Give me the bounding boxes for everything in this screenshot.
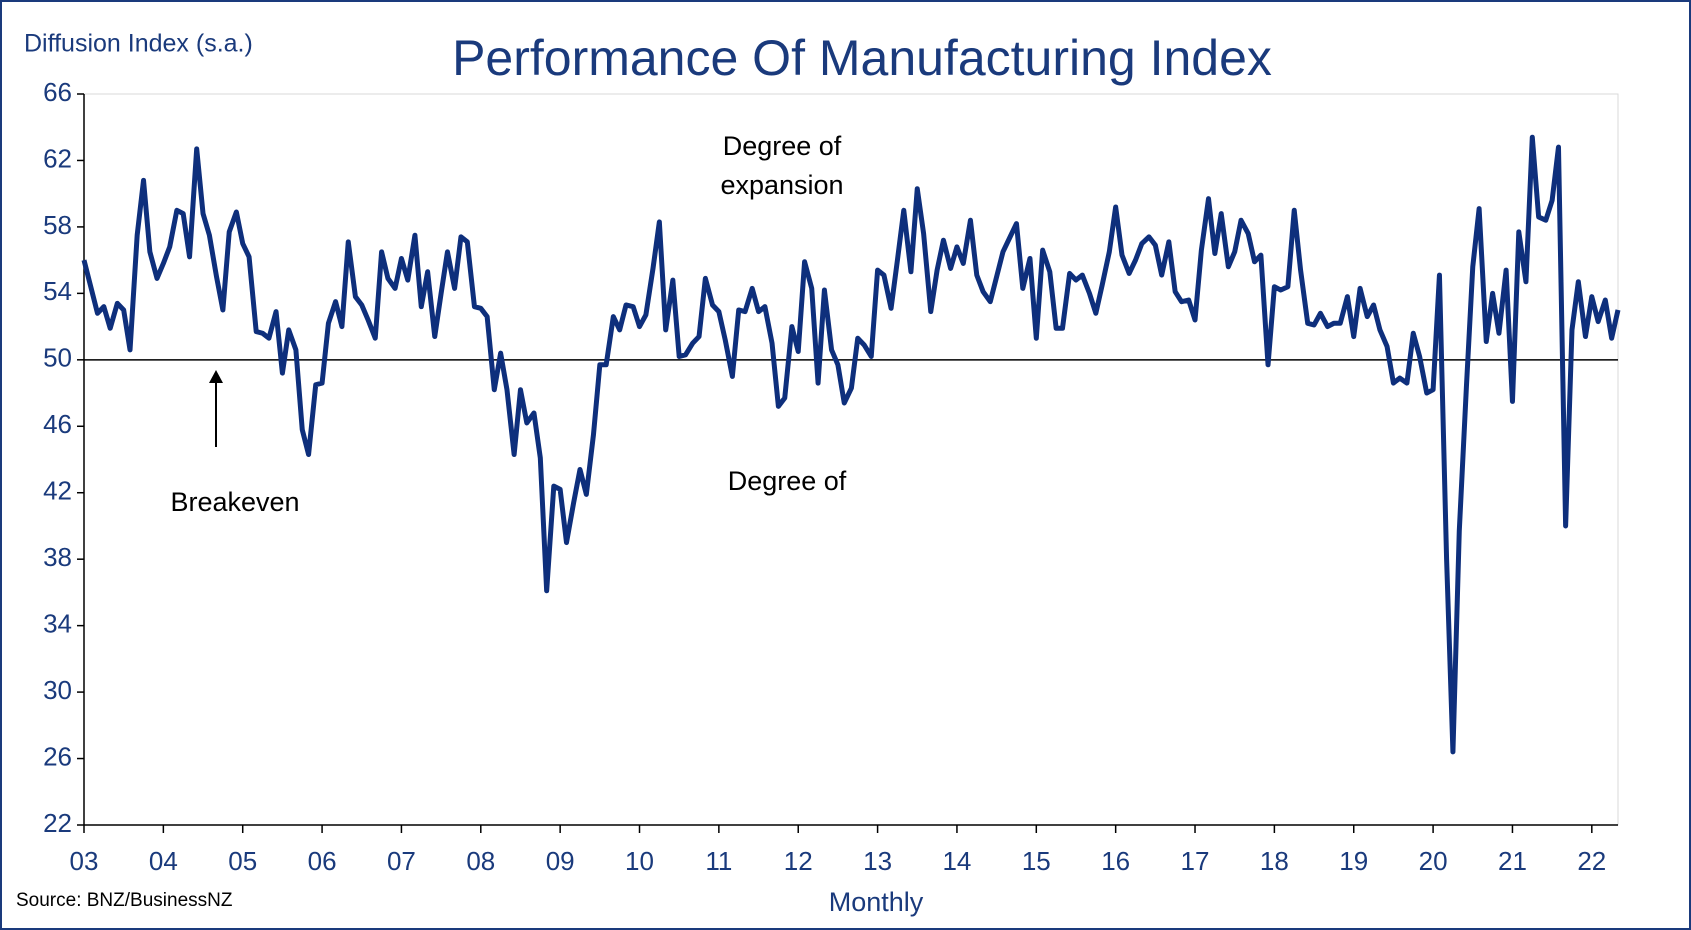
x-tick-label: 07 [387, 846, 416, 876]
x-tick-label: 08 [466, 846, 495, 876]
x-tick-label: 03 [70, 846, 99, 876]
x-tick-label: 21 [1498, 846, 1527, 876]
x-tick-label: 16 [1101, 846, 1130, 876]
y-axis-label: Diffusion Index (s.a.) [24, 30, 253, 58]
annotation: Breakeven [170, 487, 299, 517]
x-tick-label: 06 [308, 846, 337, 876]
line-series [81, 134, 1621, 755]
x-tick-label: 13 [863, 846, 892, 876]
x-tick-label: 14 [942, 846, 971, 876]
x-tick-label: 04 [149, 846, 178, 876]
x-tick-label: 15 [1022, 846, 1051, 876]
x-tick-label: 12 [784, 846, 813, 876]
x-tick-label: 17 [1181, 846, 1210, 876]
x-tick-label: 10 [625, 846, 654, 876]
y-tick-label: 34 [43, 609, 72, 639]
y-tick-label: 30 [43, 675, 72, 705]
y-tick-label: 22 [43, 808, 72, 838]
x-tick-label: 20 [1419, 846, 1448, 876]
x-tick-label: 05 [228, 846, 257, 876]
y-tick-label: 50 [43, 343, 72, 373]
y-tick-label: 38 [43, 542, 72, 572]
annotation: Degree of [723, 131, 842, 161]
x-axis-label: Monthly [829, 887, 924, 917]
y-tick-label: 58 [43, 210, 72, 240]
y-tick-label: 62 [43, 143, 72, 173]
x-tick-label: 18 [1260, 846, 1289, 876]
y-tick-label: 54 [43, 276, 72, 306]
chart-title: Performance Of Manufacturing Index [452, 30, 1272, 86]
x-tick-label: 11 [705, 846, 732, 876]
y-tick-label: 26 [43, 741, 72, 771]
annotation: expansion [720, 170, 843, 200]
source: Source: BNZ/BusinessNZ [16, 890, 233, 911]
y-tick-label: 42 [43, 476, 72, 506]
x-tick-label: 09 [546, 846, 575, 876]
annotation: Degree of [728, 466, 847, 496]
arrow-head [209, 370, 223, 383]
x-tick-label: 22 [1577, 846, 1606, 876]
y-tick-label: 46 [43, 409, 72, 439]
x-tick-label: 19 [1339, 846, 1368, 876]
y-tick-label: 66 [43, 77, 72, 107]
